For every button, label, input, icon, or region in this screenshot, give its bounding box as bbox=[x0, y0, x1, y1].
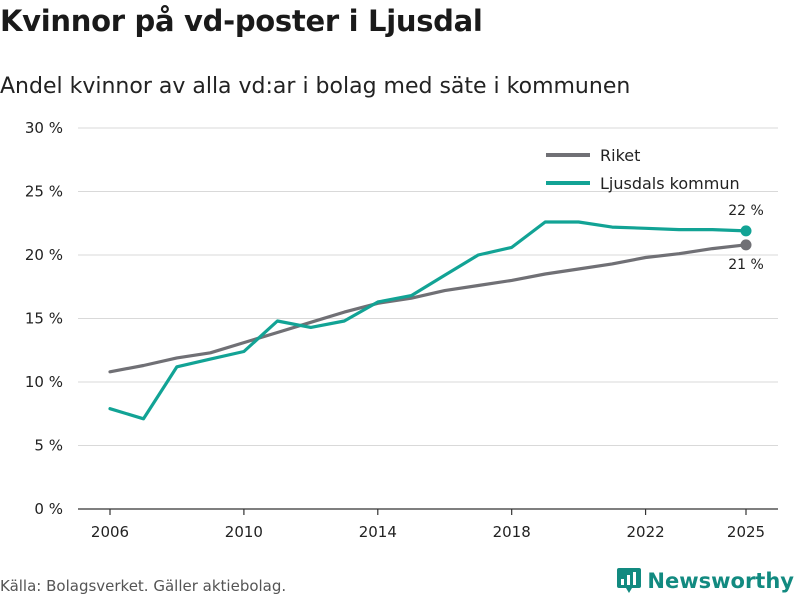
x-tick-label: 2006 bbox=[91, 523, 129, 541]
x-tick-label: 2018 bbox=[493, 523, 531, 541]
chart-title: Kvinnor på vd-poster i Ljusdal bbox=[0, 4, 483, 38]
y-tick-label: 25 % bbox=[25, 183, 63, 201]
x-tick-label: 2025 bbox=[727, 523, 765, 541]
series-line-riket bbox=[108, 243, 748, 374]
end-label-ljusdals-kommun: 22 % bbox=[728, 203, 764, 219]
brand-name: Newsworthy bbox=[647, 569, 794, 593]
series-end-marker-ljusdals-kommun bbox=[740, 225, 752, 237]
y-tick-label: 0 % bbox=[34, 500, 63, 518]
series-lines bbox=[108, 220, 752, 421]
y-tick-label: 10 % bbox=[25, 373, 63, 391]
brand-logo: Newsworthy bbox=[617, 568, 794, 594]
y-tick-label: 30 % bbox=[25, 119, 63, 137]
y-axis-ticks: 0 % 5 % 10 % 15 % 20 % 25 % 30 % bbox=[25, 119, 63, 518]
x-tick-label: 2010 bbox=[225, 523, 263, 541]
newsworthy-logo-icon bbox=[617, 568, 642, 593]
y-tick-label: 15 % bbox=[25, 310, 63, 328]
legend: Riket Ljusdals kommun bbox=[546, 146, 740, 193]
y-tick-label: 20 % bbox=[25, 246, 63, 264]
end-labels: 21 % 22 % bbox=[728, 203, 764, 273]
x-tick-label: 2014 bbox=[359, 523, 397, 541]
legend-label-ljusdals-kommun: Ljusdals kommun bbox=[600, 174, 740, 193]
series-line-ljusdals-kommun bbox=[108, 220, 748, 421]
end-label-riket: 21 % bbox=[728, 257, 764, 273]
x-tick-label: 2022 bbox=[626, 523, 664, 541]
legend-label-riket: Riket bbox=[600, 146, 640, 165]
y-tick-label: 5 % bbox=[34, 437, 63, 455]
series-end-marker-riket bbox=[740, 239, 752, 251]
x-axis: 2006 2010 2014 2018 2022 2025 bbox=[78, 508, 778, 541]
chart-subtitle: Andel kvinnor av alla vd:ar i bolag med … bbox=[0, 74, 631, 99]
source-note: Källa: Bolagsverket. Gäller aktiebolag. bbox=[0, 577, 287, 595]
